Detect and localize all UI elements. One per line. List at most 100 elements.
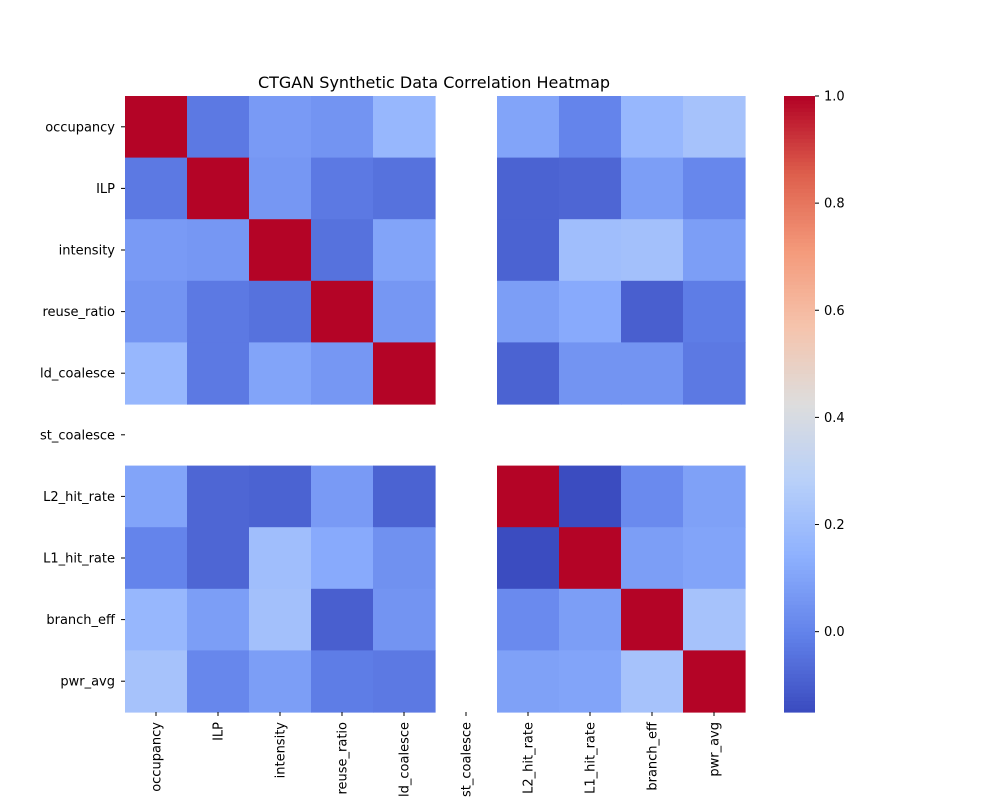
heatmap-cell <box>187 588 250 651</box>
colorbar-segment <box>784 496 815 501</box>
colorbar-tick-label: 0.0 <box>824 625 845 640</box>
heatmap-cell <box>497 342 560 405</box>
colorbar-segment <box>784 469 815 474</box>
colorbar-segment <box>784 488 815 494</box>
colorbar-segment <box>784 515 815 521</box>
column-label: intensity <box>274 722 289 779</box>
heatmap-cell <box>559 342 622 405</box>
colorbar-segment <box>784 400 815 405</box>
heatmap-cell <box>373 650 436 713</box>
colorbar-segment <box>784 284 815 290</box>
heatmap-cell <box>559 650 622 713</box>
heatmap-cell <box>683 280 746 343</box>
colorbar-segment <box>784 380 815 386</box>
heatmap-cell <box>249 527 312 590</box>
colorbar-segment <box>784 681 815 686</box>
colorbar-segment <box>784 461 815 467</box>
row-label: st_coalesce <box>40 428 115 443</box>
heatmap-cell <box>311 280 374 343</box>
colorbar-segment <box>784 638 815 644</box>
heatmap-cell <box>621 96 684 159</box>
heatmap-cell <box>249 342 312 405</box>
heatmap-cell <box>311 465 374 528</box>
colorbar-segment <box>784 96 815 101</box>
colorbar-segment <box>784 688 815 694</box>
row-label: L1_hit_rate <box>43 552 115 567</box>
colorbar-segment <box>784 550 815 555</box>
colorbar-segment <box>784 577 815 582</box>
colorbar-segment <box>784 165 815 170</box>
colorbar-segment <box>784 604 815 609</box>
colorbar-segment <box>784 288 815 293</box>
colorbar-segment <box>784 654 815 659</box>
heatmap-cell <box>187 342 250 405</box>
colorbar-segment <box>784 350 815 355</box>
colorbar-segment <box>784 269 815 274</box>
colorbar-segment <box>784 584 815 590</box>
heatmap-cell <box>249 650 312 713</box>
colorbar-segment <box>784 323 815 328</box>
heatmap-cell <box>373 465 436 528</box>
colorbar-segment <box>784 373 815 378</box>
row-label: occupancy <box>45 120 115 135</box>
heatmap-cell <box>621 280 684 343</box>
colorbar-segment <box>784 303 815 309</box>
column-label: ld_coalesce <box>398 722 413 797</box>
heatmap-cell <box>311 342 374 405</box>
colorbar-segment <box>784 650 815 655</box>
colorbar-segment <box>784 149 815 155</box>
heatmap-cell <box>187 650 250 713</box>
colorbar-segment <box>784 615 815 621</box>
colorbar-segment <box>784 384 815 390</box>
heatmap-cell <box>125 280 188 343</box>
heatmap-cell <box>311 96 374 159</box>
row-label: branch_eff <box>46 613 116 628</box>
colorbar-segment <box>784 546 815 551</box>
heatmap-cell <box>683 157 746 220</box>
heatmap-cell <box>621 157 684 220</box>
colorbar-segment <box>784 700 815 705</box>
colorbar-segment <box>784 569 815 574</box>
colorbar-segment <box>784 238 815 243</box>
heatmap-cell <box>559 527 622 590</box>
colorbar-segment <box>784 180 815 186</box>
colorbar-segment <box>784 438 815 444</box>
colorbar-segment <box>784 627 815 632</box>
colorbar-segment <box>784 234 815 240</box>
heatmap-cell <box>497 465 560 528</box>
colorbar-segment <box>784 311 815 317</box>
colorbar-segment <box>784 708 815 713</box>
colorbar-segment <box>784 642 815 648</box>
colorbar-segment <box>784 242 815 247</box>
colorbar-segment <box>784 581 815 586</box>
colorbar-segment <box>784 473 815 478</box>
colorbar-segment <box>784 415 815 420</box>
heatmap-cell <box>187 280 250 343</box>
colorbar-segment <box>784 273 815 278</box>
colorbar-segment <box>784 507 815 513</box>
colorbar-segment <box>784 296 815 301</box>
colorbar-segment <box>784 623 815 628</box>
colorbar-segment <box>784 253 815 259</box>
colorbar-segment <box>784 188 815 193</box>
colorbar-segment <box>784 357 815 363</box>
colorbar-segment <box>784 527 815 532</box>
colorbar-segment <box>784 103 815 109</box>
colorbar-segment <box>784 192 815 197</box>
colorbar-segment <box>784 450 815 455</box>
row-label: reuse_ratio <box>42 305 115 320</box>
colorbar-segment <box>784 146 815 151</box>
row-label: pwr_avg <box>60 675 115 690</box>
colorbar-segment <box>784 353 815 359</box>
heatmap-cell <box>187 527 250 590</box>
colorbar-segment <box>784 319 815 324</box>
heatmap-cell <box>187 157 250 220</box>
heatmap-cell <box>683 96 746 159</box>
heatmap-cell <box>373 342 436 405</box>
colorbar-segment <box>784 423 815 428</box>
colorbar-segment <box>784 619 815 625</box>
colorbar-segment <box>784 500 815 505</box>
colorbar-segment <box>784 669 815 675</box>
heatmap-cell <box>559 465 622 528</box>
row-label: L2_hit_rate <box>43 490 115 505</box>
